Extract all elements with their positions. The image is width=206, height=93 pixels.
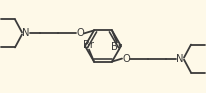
Text: O: O [76, 28, 84, 38]
Text: O: O [122, 54, 130, 64]
Text: Br: Br [83, 40, 95, 50]
Text: Br: Br [111, 42, 123, 52]
Text: N: N [22, 28, 30, 38]
Text: N: N [176, 54, 184, 64]
